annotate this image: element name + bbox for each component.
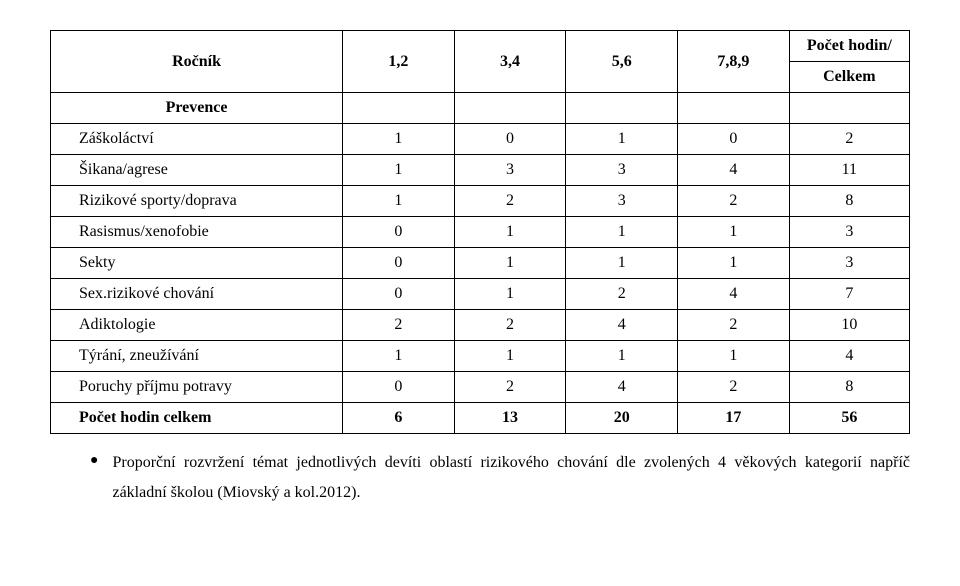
row-cell: 0	[343, 248, 455, 279]
empty-cell	[789, 93, 909, 124]
row-cell: 4	[566, 310, 678, 341]
row-cell: 2	[454, 372, 566, 403]
header-col-3: 5,6	[566, 31, 678, 93]
row-cell: 1	[678, 217, 790, 248]
row-cell: 0	[678, 124, 790, 155]
section-row-prevence: Prevence	[51, 93, 910, 124]
row-cell: 4	[678, 279, 790, 310]
row-label: Týrání, zneužívání	[51, 341, 343, 372]
row-cell: 11	[789, 155, 909, 186]
row-cell: 7	[789, 279, 909, 310]
row-label: Adiktologie	[51, 310, 343, 341]
row-cell: 3	[566, 155, 678, 186]
row-cell: 2	[678, 310, 790, 341]
row-cell: 2	[343, 310, 455, 341]
header-col-1: 1,2	[343, 31, 455, 93]
bullet-icon: ●	[90, 448, 98, 475]
row-cell: 4	[566, 372, 678, 403]
header-rocnik: Ročník	[51, 31, 343, 93]
curriculum-table: Ročník 1,2 3,4 5,6 7,8,9 Počet hodin/ Ce…	[50, 30, 910, 434]
row-cell: 4	[678, 155, 790, 186]
empty-cell	[454, 93, 566, 124]
row-cell: 4	[789, 341, 909, 372]
row-cell: 1	[566, 248, 678, 279]
row-cell: 8	[789, 372, 909, 403]
table-row: Týrání, zneužívání 1 1 1 1 4	[51, 341, 910, 372]
total-cell: 20	[566, 403, 678, 434]
row-cell: 1	[454, 341, 566, 372]
section-label-prevence: Prevence	[51, 93, 343, 124]
table-row: Sekty 0 1 1 1 3	[51, 248, 910, 279]
row-label: Záškoláctví	[51, 124, 343, 155]
bullet-text: Proporční rozvržení témat jednotlivých d…	[112, 448, 910, 509]
bullet-item: ● Proporční rozvržení témat jednotlivých…	[90, 448, 910, 509]
total-row: Počet hodin celkem 6 13 20 17 56	[51, 403, 910, 434]
row-cell: 1	[566, 124, 678, 155]
header-celkem: Celkem	[789, 62, 909, 93]
row-cell: 0	[343, 279, 455, 310]
table-row: Poruchy příjmu potravy 0 2 4 2 8	[51, 372, 910, 403]
row-label: Rasismus/xenofobie	[51, 217, 343, 248]
row-cell: 2	[789, 124, 909, 155]
table-row: Adiktologie 2 2 4 2 10	[51, 310, 910, 341]
header-col-4: 7,8,9	[678, 31, 790, 93]
total-cell: 6	[343, 403, 455, 434]
row-cell: 3	[454, 155, 566, 186]
table-row: Rizikové sporty/doprava 1 2 3 2 8	[51, 186, 910, 217]
table-row: Rasismus/xenofobie 0 1 1 1 3	[51, 217, 910, 248]
empty-cell	[678, 93, 790, 124]
row-cell: 0	[343, 217, 455, 248]
header-col-2: 3,4	[454, 31, 566, 93]
total-cell: 13	[454, 403, 566, 434]
row-cell: 1	[678, 248, 790, 279]
row-cell: 1	[343, 341, 455, 372]
table-row: Šikana/agrese 1 3 3 4 11	[51, 155, 910, 186]
curriculum-table-container: Ročník 1,2 3,4 5,6 7,8,9 Počet hodin/ Ce…	[50, 30, 910, 434]
row-cell: 2	[678, 372, 790, 403]
row-cell: 3	[566, 186, 678, 217]
total-cell: 56	[789, 403, 909, 434]
row-cell: 1	[343, 186, 455, 217]
row-cell: 8	[789, 186, 909, 217]
row-cell: 0	[454, 124, 566, 155]
row-cell: 1	[343, 155, 455, 186]
row-cell: 1	[454, 279, 566, 310]
row-label: Šikana/agrese	[51, 155, 343, 186]
table-row: Záškoláctví 1 0 1 0 2	[51, 124, 910, 155]
row-cell: 1	[454, 217, 566, 248]
row-cell: 0	[343, 372, 455, 403]
row-cell: 3	[789, 217, 909, 248]
row-cell: 1	[343, 124, 455, 155]
row-cell: 1	[678, 341, 790, 372]
empty-cell	[566, 93, 678, 124]
row-label: Sex.rizikové chování	[51, 279, 343, 310]
row-cell: 1	[566, 217, 678, 248]
row-cell: 2	[566, 279, 678, 310]
row-cell: 1	[454, 248, 566, 279]
row-cell: 3	[789, 248, 909, 279]
empty-cell	[343, 93, 455, 124]
row-label: Sekty	[51, 248, 343, 279]
note-block: ● Proporční rozvržení témat jednotlivých…	[50, 448, 910, 509]
row-label: Rizikové sporty/doprava	[51, 186, 343, 217]
row-cell: 2	[454, 310, 566, 341]
header-pocet-hodin: Počet hodin/	[789, 31, 909, 62]
table-row: Sex.rizikové chování 0 1 2 4 7	[51, 279, 910, 310]
table-header-row-1: Ročník 1,2 3,4 5,6 7,8,9 Počet hodin/	[51, 31, 910, 62]
row-label: Poruchy příjmu potravy	[51, 372, 343, 403]
row-cell: 10	[789, 310, 909, 341]
row-cell: 1	[566, 341, 678, 372]
total-cell: 17	[678, 403, 790, 434]
total-label: Počet hodin celkem	[51, 403, 343, 434]
row-cell: 2	[454, 186, 566, 217]
row-cell: 2	[678, 186, 790, 217]
